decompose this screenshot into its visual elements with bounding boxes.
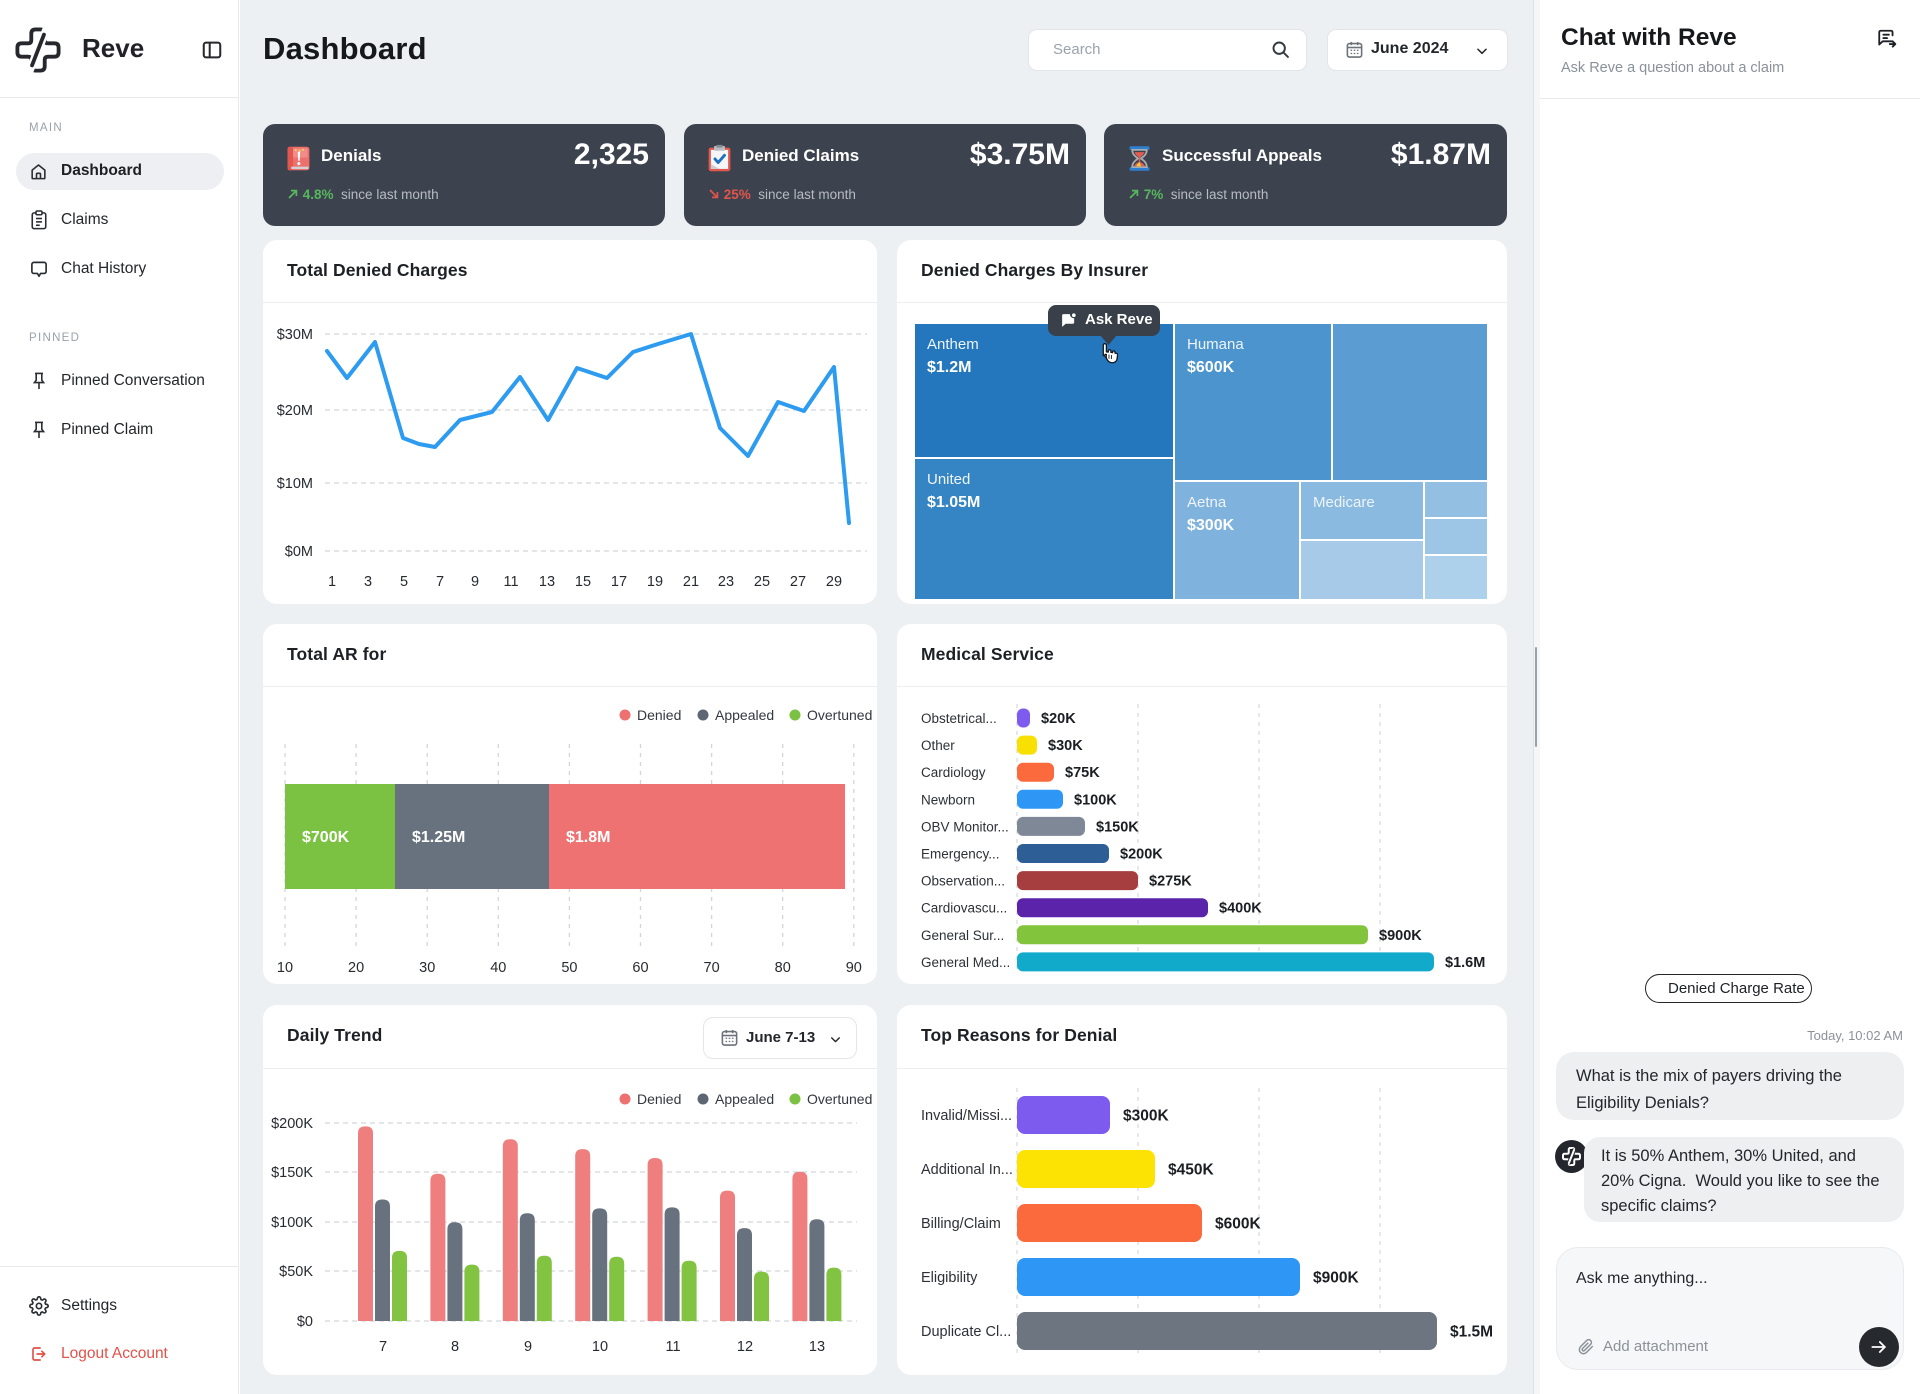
svg-text:Newborn: Newborn: [921, 792, 975, 807]
svg-text:$200K: $200K: [271, 1116, 313, 1132]
svg-text:Appealed: Appealed: [715, 1091, 774, 1107]
svg-text:20: 20: [348, 960, 364, 976]
svg-text:1: 1: [328, 574, 336, 590]
svg-text:$150K: $150K: [271, 1165, 313, 1181]
svg-text:Appealed: Appealed: [715, 707, 774, 723]
svg-text:50: 50: [561, 960, 577, 976]
svg-text:10: 10: [592, 1339, 608, 1355]
svg-text:$200K: $200K: [1120, 847, 1163, 863]
svg-text:$1.2M: $1.2M: [927, 359, 971, 376]
svg-text:$450K: $450K: [1168, 1162, 1214, 1179]
svg-text:$30K: $30K: [1048, 738, 1083, 754]
svg-text:$20M: $20M: [277, 403, 313, 419]
svg-text:9: 9: [524, 1339, 532, 1355]
svg-text:60: 60: [632, 960, 648, 976]
svg-text:Obstetrical...: Obstetrical...: [921, 711, 997, 726]
svg-text:$1.05M: $1.05M: [927, 494, 980, 511]
svg-text:13: 13: [539, 574, 555, 590]
svg-text:13: 13: [809, 1339, 825, 1355]
svg-text:Other: Other: [921, 738, 955, 753]
svg-text:$0: $0: [297, 1314, 313, 1330]
svg-text:$600K: $600K: [1215, 1216, 1261, 1233]
svg-text:$10M: $10M: [277, 476, 313, 492]
svg-text:Overtuned: Overtuned: [807, 1091, 872, 1107]
svg-text:$900K: $900K: [1313, 1270, 1359, 1287]
svg-text:23: 23: [718, 574, 734, 590]
svg-text:70: 70: [704, 960, 720, 976]
svg-text:8: 8: [451, 1339, 459, 1355]
svg-text:Observation...: Observation...: [921, 874, 1005, 889]
svg-text:Duplicate Cl...: Duplicate Cl...: [921, 1324, 1011, 1340]
svg-text:Eligibility: Eligibility: [921, 1270, 978, 1286]
svg-text:11: 11: [503, 574, 518, 590]
svg-text:7: 7: [379, 1339, 387, 1355]
svg-text:$600K: $600K: [1187, 359, 1235, 376]
svg-text:$75K: $75K: [1065, 765, 1100, 781]
svg-text:United: United: [927, 471, 970, 488]
svg-text:30: 30: [419, 960, 435, 976]
svg-text:Cardiology: Cardiology: [921, 765, 986, 780]
svg-text:$300K: $300K: [1123, 1108, 1169, 1125]
svg-text:$1.25M: $1.25M: [412, 829, 465, 846]
svg-text:40: 40: [490, 960, 506, 976]
svg-text:11: 11: [665, 1339, 680, 1355]
svg-text:7: 7: [436, 574, 444, 590]
svg-text:General Med...: General Med...: [921, 955, 1010, 970]
svg-text:Denied: Denied: [637, 707, 681, 723]
svg-text:General Sur...: General Sur...: [921, 928, 1004, 943]
svg-text:Humana: Humana: [1187, 336, 1244, 353]
svg-text:25: 25: [754, 574, 770, 590]
svg-text:Aetna: Aetna: [1187, 494, 1227, 511]
svg-text:OBV Monitor...: OBV Monitor...: [921, 819, 1009, 834]
svg-text:21: 21: [683, 574, 699, 590]
svg-text:15: 15: [575, 574, 591, 590]
svg-text:90: 90: [846, 960, 862, 976]
svg-text:$100K: $100K: [271, 1215, 313, 1231]
svg-text:$300K: $300K: [1187, 517, 1235, 534]
svg-text:$50K: $50K: [279, 1264, 313, 1280]
svg-text:$100K: $100K: [1074, 792, 1117, 808]
svg-text:$1.8M: $1.8M: [566, 829, 610, 846]
svg-text:$30M: $30M: [277, 327, 313, 343]
svg-text:Invalid/Missi...: Invalid/Missi...: [921, 1108, 1012, 1124]
svg-text:$20K: $20K: [1041, 711, 1076, 727]
svg-text:27: 27: [790, 574, 806, 590]
svg-text:Billing/Claim: Billing/Claim: [921, 1216, 1001, 1232]
svg-text:$150K: $150K: [1096, 819, 1139, 835]
svg-text:Anthem: Anthem: [927, 336, 979, 353]
svg-text:Denied: Denied: [637, 1091, 681, 1107]
svg-text:$1.5M: $1.5M: [1450, 1324, 1493, 1341]
svg-text:$1.6M: $1.6M: [1445, 955, 1485, 971]
svg-text:9: 9: [471, 574, 479, 590]
svg-text:80: 80: [775, 960, 791, 976]
svg-text:12: 12: [737, 1339, 753, 1355]
svg-text:Additional In...: Additional In...: [921, 1162, 1013, 1178]
svg-text:Medicare: Medicare: [1313, 494, 1375, 511]
svg-text:5: 5: [400, 574, 408, 590]
svg-text:17: 17: [611, 574, 627, 590]
svg-text:$700K: $700K: [302, 829, 350, 846]
svg-text:$0M: $0M: [285, 544, 313, 560]
svg-text:Emergency...: Emergency...: [921, 847, 1000, 862]
svg-text:3: 3: [364, 574, 372, 590]
svg-text:29: 29: [826, 574, 842, 590]
svg-text:10: 10: [277, 960, 293, 976]
svg-text:$900K: $900K: [1379, 928, 1422, 944]
svg-text:$400K: $400K: [1219, 901, 1262, 917]
svg-text:Cardiovascu...: Cardiovascu...: [921, 901, 1007, 916]
svg-text:Overtuned: Overtuned: [807, 707, 872, 723]
svg-text:$275K: $275K: [1149, 874, 1192, 890]
svg-text:19: 19: [647, 574, 663, 590]
